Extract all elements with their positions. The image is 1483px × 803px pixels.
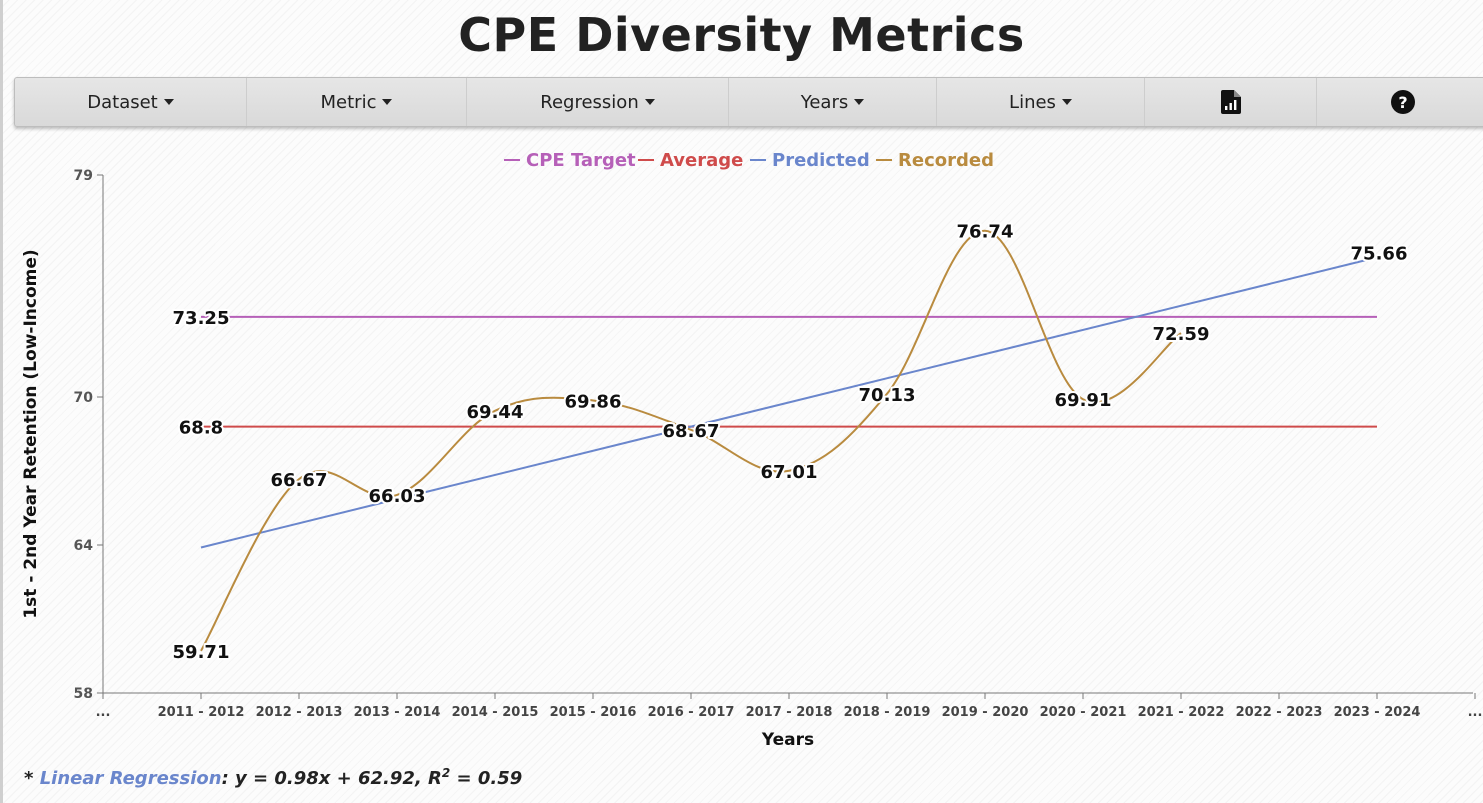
r-squared-exponent: 2 bbox=[441, 766, 451, 780]
question-circle-icon: ? bbox=[1391, 90, 1415, 114]
data-label: 73.25 bbox=[173, 308, 230, 329]
x-tick-label: 2018 - 2019 bbox=[844, 705, 931, 720]
footnote-prefix: * bbox=[24, 768, 40, 789]
data-label: 66.03 bbox=[369, 486, 426, 507]
x-tick-label: 2012 - 2013 bbox=[256, 705, 343, 720]
x-tick-label: 2011 - 2012 bbox=[158, 705, 245, 720]
x-tick-label: ... bbox=[1468, 705, 1483, 720]
x-tick-label: 2015 - 2016 bbox=[550, 705, 637, 720]
x-axis-title: Years bbox=[761, 730, 814, 750]
data-label: 68.67 bbox=[663, 421, 720, 442]
series-line bbox=[200, 229, 1182, 652]
lines-dropdown-label: Lines bbox=[1009, 91, 1056, 113]
regression-dropdown[interactable]: Regression bbox=[467, 78, 729, 126]
legend-item: Recorded bbox=[898, 150, 994, 171]
years-dropdown-label: Years bbox=[800, 91, 849, 113]
x-tick-label: 2023 - 2024 bbox=[1334, 705, 1421, 720]
data-label: 59.71 bbox=[173, 642, 230, 663]
linear-regression-link[interactable]: Linear Regression bbox=[39, 768, 222, 789]
legend-item: CPE Target bbox=[526, 150, 636, 171]
retention-line-chart: 58 64 70 79... 2011 - 2012 2012 - 2013 2013 - … bbox=[21, 150, 1483, 750]
x-tick-label: 2017 - 2018 bbox=[746, 705, 833, 720]
data-label: 72.59 bbox=[1153, 324, 1210, 345]
data-label: 66.67 bbox=[271, 470, 328, 491]
y-tick-label: 64 bbox=[74, 538, 94, 554]
y-axis-title: 1st - 2nd Year Retention (Low-Income) bbox=[21, 249, 41, 618]
r-squared-value: = 0.59 bbox=[450, 768, 523, 789]
report-chart-icon bbox=[1220, 90, 1241, 114]
x-tick-label: 2020 - 2021 bbox=[1040, 705, 1127, 720]
x-tick-label: ... bbox=[96, 705, 111, 720]
data-label: 69.86 bbox=[565, 391, 622, 412]
x-tick-label: 2022 - 2023 bbox=[1236, 705, 1323, 720]
years-dropdown[interactable]: Years bbox=[729, 78, 937, 126]
data-label: 68.8 bbox=[179, 418, 223, 439]
data-label: 75.66 bbox=[1351, 243, 1408, 264]
y-tick-label: 58 bbox=[74, 686, 93, 702]
page-title: CPE Diversity Metrics bbox=[458, 8, 1025, 62]
regression-dropdown-label: Regression bbox=[540, 91, 639, 113]
legend-item: Average bbox=[660, 150, 743, 171]
caret-down-icon bbox=[854, 99, 865, 105]
metric-dropdown[interactable]: Metric bbox=[247, 78, 467, 126]
x-tick-label: 2021 - 2022 bbox=[1138, 705, 1225, 720]
x-tick-label: 2016 - 2017 bbox=[648, 705, 735, 720]
caret-down-icon bbox=[1061, 99, 1072, 105]
x-tick-label: 2013 - 2014 bbox=[354, 705, 441, 720]
data-label: 69.91 bbox=[1055, 390, 1112, 411]
metric-dropdown-label: Metric bbox=[320, 91, 377, 113]
data-label: 70.13 bbox=[859, 385, 916, 406]
data-label: 67.01 bbox=[761, 462, 818, 483]
series-line bbox=[200, 256, 1378, 549]
lines-dropdown[interactable]: Lines bbox=[937, 78, 1145, 126]
caret-down-icon bbox=[644, 99, 655, 105]
y-tick-label: 79 bbox=[74, 168, 93, 184]
chart-toolbar: Dataset Metric Regression Years Lines ? bbox=[14, 77, 1483, 127]
x-tick-label: 2014 - 2015 bbox=[452, 705, 539, 720]
dataset-dropdown[interactable]: Dataset bbox=[15, 78, 247, 126]
regression-footnote: * Linear Regression: y = 0.98x + 62.92, … bbox=[24, 766, 522, 789]
report-button[interactable] bbox=[1145, 78, 1317, 126]
caret-down-icon bbox=[382, 99, 393, 105]
data-label: 76.74 bbox=[957, 222, 1014, 243]
caret-down-icon bbox=[163, 99, 174, 105]
data-label: 69.44 bbox=[467, 402, 524, 423]
x-tick-label: 2019 - 2020 bbox=[942, 705, 1029, 720]
regression-formula: : y = 0.98x + 62.92, R bbox=[221, 768, 442, 789]
help-button[interactable]: ? bbox=[1317, 78, 1483, 126]
legend-item: Predicted bbox=[772, 150, 870, 171]
dataset-dropdown-label: Dataset bbox=[87, 91, 158, 113]
y-tick-label: 70 bbox=[74, 390, 94, 406]
page-left-border bbox=[0, 0, 3, 803]
